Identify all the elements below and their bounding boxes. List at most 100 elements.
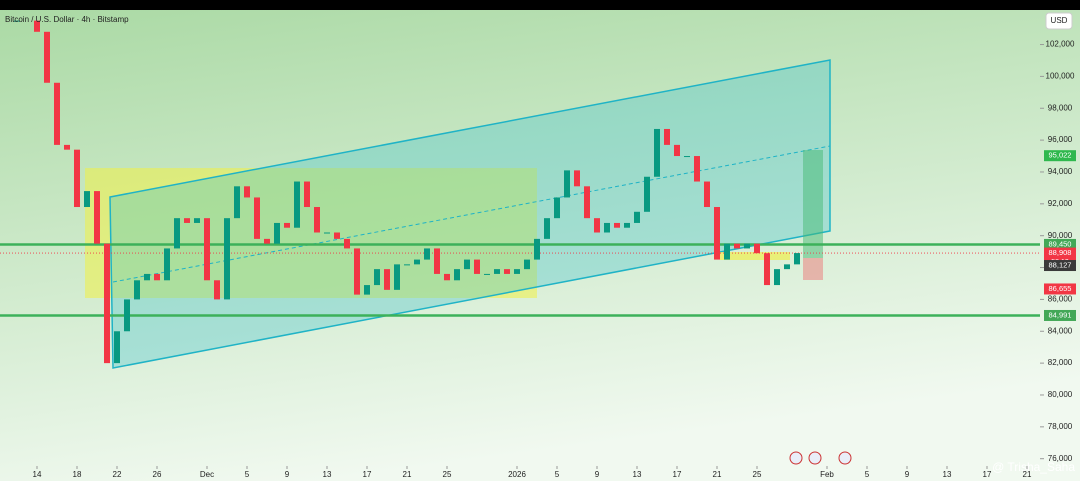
chart-title: Bitcoin / U.S. Dollar · 4h · Bitstamp	[5, 15, 129, 24]
candle	[784, 264, 790, 270]
candle	[604, 222, 610, 233]
y-tick-label: 84,000	[1048, 326, 1073, 335]
candle	[54, 82, 60, 145]
y-tick-label: 86,000	[1048, 295, 1073, 304]
event-icon[interactable]	[808, 451, 822, 465]
x-tick-label: 26	[153, 470, 162, 479]
candle	[334, 232, 340, 239]
y-tick-label: 80,000	[1048, 390, 1073, 399]
candle	[284, 222, 290, 228]
price-label: 88,127	[1049, 261, 1072, 270]
small-box	[720, 252, 790, 260]
target-zone	[803, 150, 823, 258]
y-tick-label: 102,000	[1046, 40, 1075, 49]
channel-mid	[112, 145, 831, 283]
candle	[264, 238, 270, 244]
candle	[554, 197, 560, 219]
candle	[174, 218, 180, 249]
candle	[544, 218, 550, 239]
candle	[224, 218, 230, 300]
candle	[404, 264, 410, 266]
y-tick-label: 76,000	[1048, 454, 1073, 463]
candle	[384, 269, 390, 290]
candle	[274, 222, 280, 244]
candle	[744, 243, 750, 249]
price-label-box	[1044, 238, 1076, 250]
candle	[464, 259, 470, 270]
price-label: 84,991	[1049, 310, 1072, 319]
candle	[754, 243, 760, 254]
x-tick-label: 21	[1023, 470, 1032, 479]
x-tick-label: 14	[33, 470, 42, 479]
candle	[254, 197, 260, 239]
x-tick-label: 9	[595, 470, 600, 479]
x-tick-label: 25	[753, 470, 762, 479]
x-tick-label: Dec	[200, 470, 214, 479]
candle	[504, 269, 510, 274]
candle	[244, 186, 250, 198]
candle	[314, 207, 320, 233]
y-tick-label: 100,000	[1046, 72, 1075, 81]
candle	[234, 186, 240, 219]
candle	[584, 186, 590, 219]
candle	[494, 269, 500, 274]
currency-button[interactable]	[1045, 12, 1073, 30]
x-tick-label: 9	[285, 470, 290, 479]
candle	[324, 232, 330, 234]
watermark: @ Trisha_Saha	[992, 460, 1075, 474]
marks: 76,00078,00080,00082,00084,00086,00088,0…	[0, 20, 1076, 479]
candle	[674, 144, 680, 157]
candle	[394, 264, 400, 290]
candle	[564, 170, 570, 198]
candle	[294, 181, 300, 228]
candle	[524, 259, 530, 270]
candle	[594, 218, 600, 233]
candle	[74, 149, 80, 208]
price-label: 86,655	[1049, 284, 1072, 293]
price-label-box	[1044, 260, 1076, 272]
x-tick-label: 25	[443, 470, 452, 479]
currency[interactable]: USD	[1051, 16, 1068, 25]
candle	[694, 156, 700, 182]
candle	[304, 181, 310, 208]
y-tick-label: 78,000	[1048, 422, 1073, 431]
candle	[734, 243, 740, 249]
candle	[634, 211, 640, 223]
x-tick-label: 13	[633, 470, 642, 479]
event-icon[interactable]	[789, 451, 803, 465]
candle	[164, 248, 170, 281]
candle	[204, 218, 210, 281]
x-tick-label: 5	[865, 470, 870, 479]
price-label-box	[1044, 150, 1076, 162]
x-tick-label: 21	[403, 470, 412, 479]
candle	[614, 222, 620, 228]
x-tick-label: 22	[113, 470, 122, 479]
x-tick-label: Feb	[820, 470, 834, 479]
candle	[14, 20, 20, 22]
price-label-box	[1044, 283, 1076, 295]
candle	[104, 243, 110, 364]
candle	[484, 273, 490, 275]
candle	[114, 331, 120, 364]
candle	[154, 273, 160, 281]
candle	[64, 144, 70, 150]
top-bar	[0, 0, 1080, 10]
candle	[474, 259, 480, 274]
x-tick-label: 18	[73, 470, 82, 479]
candle	[344, 238, 350, 249]
price-label-box	[1044, 309, 1076, 321]
event-icon[interactable]	[838, 451, 852, 465]
candle	[414, 259, 420, 265]
x-tick-label: 17	[983, 470, 992, 479]
candle	[704, 181, 710, 208]
candle	[84, 191, 90, 208]
y-tick-label: 92,000	[1048, 199, 1073, 208]
candle	[454, 269, 460, 281]
x-tick-label: 17	[673, 470, 682, 479]
x-tick-label: 13	[323, 470, 332, 479]
candle	[444, 273, 450, 281]
y-tick-label: 96,000	[1048, 135, 1073, 144]
candle	[774, 269, 780, 286]
